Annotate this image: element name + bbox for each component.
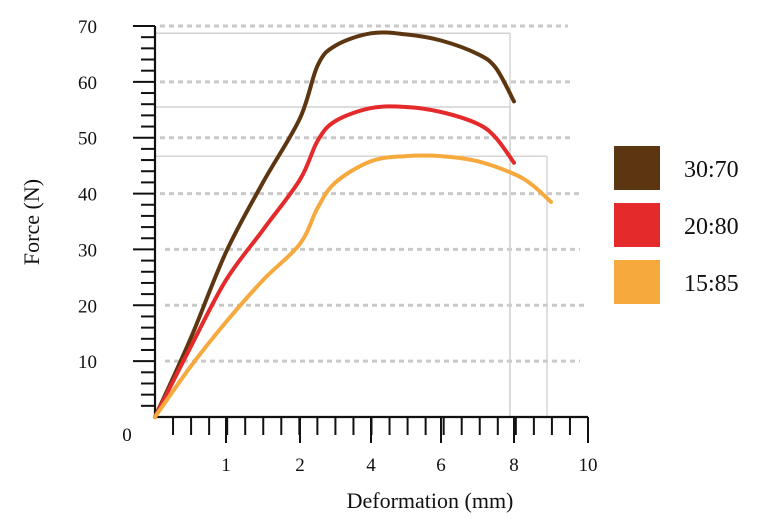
series-lines bbox=[153, 30, 553, 419]
x-tick-label-8: 8 bbox=[509, 455, 519, 476]
x-tick-label-2: 2 bbox=[295, 455, 305, 476]
ticks bbox=[133, 25, 589, 443]
y-axis-title: Force (N) bbox=[19, 179, 44, 265]
x-tick-label-6: 6 bbox=[436, 455, 446, 476]
x-axis-title: Deformation (mm) bbox=[347, 488, 514, 513]
series-line-2 bbox=[153, 104, 516, 419]
legend-swatch-1 bbox=[614, 146, 660, 190]
grid-layer bbox=[160, 24, 585, 363]
x-tick-label-1: 1 bbox=[221, 455, 231, 476]
legend-swatch-3 bbox=[614, 260, 660, 304]
y-tick-label-40: 40 bbox=[78, 185, 97, 206]
y-tick-label-10: 10 bbox=[78, 352, 97, 373]
x-tick-label-4: 4 bbox=[366, 455, 376, 476]
x-tick-label-10: 10 bbox=[579, 455, 598, 476]
series-line-3 bbox=[153, 153, 553, 419]
axes bbox=[153, 26, 588, 419]
y-tick-label-60: 60 bbox=[78, 73, 97, 94]
legend-label-2: 20:80 bbox=[684, 214, 739, 240]
legend: 30:70 20:80 15:85 bbox=[614, 146, 739, 304]
series-line-1 bbox=[153, 30, 516, 419]
reference-lines bbox=[156, 32, 548, 417]
legend-swatch-2 bbox=[614, 203, 660, 247]
legend-label-1: 30:70 bbox=[684, 157, 739, 183]
y-tick-label-70: 70 bbox=[78, 17, 97, 38]
tick-labels: 1 2 4 6 8 10 10 20 30 40 50 60 70 bbox=[78, 17, 598, 476]
origin-tick-label: 0 bbox=[122, 425, 132, 446]
y-tick-label-20: 20 bbox=[78, 296, 97, 317]
y-tick-label-50: 50 bbox=[78, 129, 97, 150]
y-tick-label-30: 30 bbox=[78, 240, 97, 261]
legend-label-3: 15:85 bbox=[684, 271, 739, 297]
